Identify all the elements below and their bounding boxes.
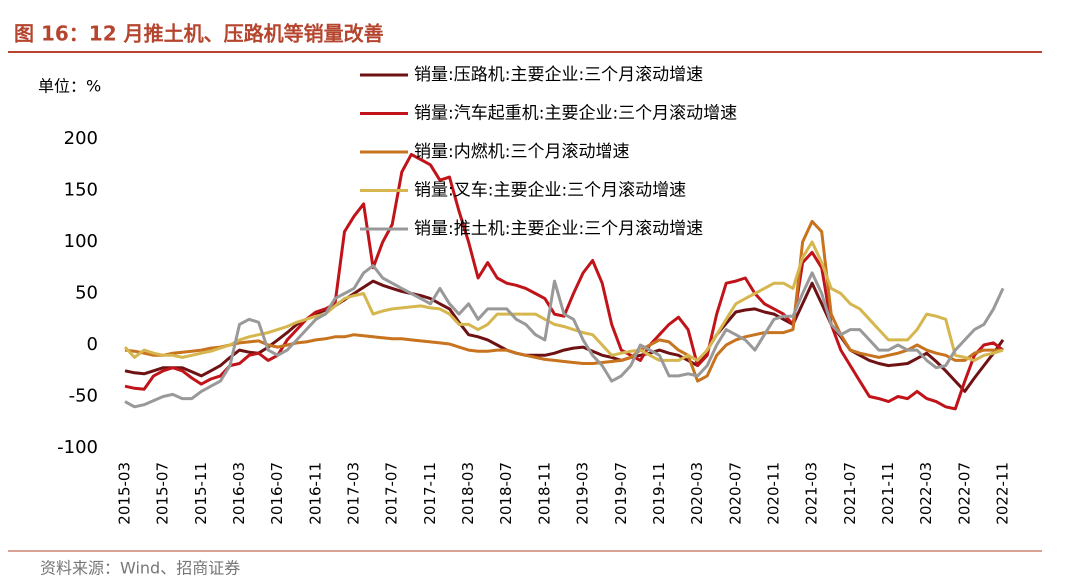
x-tick-label: 2018-11 <box>535 462 553 525</box>
x-tick-label: 2021-07 <box>841 462 859 525</box>
y-tick-label: -100 <box>57 437 98 458</box>
y-tick-label: 150 <box>64 180 98 201</box>
y-tick-label: 200 <box>64 128 98 149</box>
x-tick-label: 2020-07 <box>726 462 744 525</box>
legend-label: 销量:内燃机:三个月滚动增速 <box>414 142 629 162</box>
x-tick-label: 2021-11 <box>879 462 897 525</box>
plot: -100 -50 0 50 100 150 200 2015-03 2015-07 2015-11… <box>57 128 1011 525</box>
legend-label: 销量:压路机:主要企业:三个月滚动增速 <box>414 65 703 85</box>
x-tick-label: 2016-11 <box>306 462 324 525</box>
x-tick-label: 2018-03 <box>459 462 477 525</box>
series-line <box>123 240 1004 362</box>
x-tick-label: 2020-11 <box>764 462 782 525</box>
x-tick-label: 2016-07 <box>268 462 286 525</box>
x-tick-label: 2019-03 <box>574 462 592 525</box>
x-tick-label: 2016-03 <box>230 462 248 525</box>
x-tick-label: 2022-07 <box>955 462 973 525</box>
x-tick-label: 2022-11 <box>994 462 1012 525</box>
x-tick-label: 2017-11 <box>421 462 439 525</box>
x-tick-label: 2017-07 <box>383 462 401 525</box>
y-tick-label: 0 <box>87 334 98 355</box>
x-tick-label: 2021-03 <box>803 462 821 525</box>
x-tick-label: 2015-11 <box>192 462 210 525</box>
legend-label: 销量:推土机:主要企业:三个月滚动增速 <box>414 219 703 239</box>
series-line <box>124 219 1003 383</box>
x-tick-label: 2017-03 <box>345 462 363 525</box>
x-tick-label: 2018-07 <box>497 462 515 525</box>
y-tick-label: 50 <box>75 283 98 304</box>
x-tick-label: 2015-07 <box>154 462 172 525</box>
x-tick-label: 2022-03 <box>917 462 935 525</box>
y-tick-label: 100 <box>64 231 98 252</box>
x-tick-label: 2019-07 <box>612 462 630 525</box>
series-line <box>124 152 1004 411</box>
unit-label: 单位：% <box>38 77 101 96</box>
y-tick-label: -50 <box>69 386 98 407</box>
series-line <box>124 264 1005 409</box>
x-tick-label: 2020-03 <box>688 462 706 525</box>
source: 资料来源：Wind、招商证券 <box>40 559 240 578</box>
legend-label: 销量:叉车:主要企业:三个月滚动增速 <box>414 181 686 201</box>
chart-title: 图 16：12 月推土机、压路机等销量改善 <box>14 22 384 46</box>
x-tick-label: 2019-11 <box>650 462 668 525</box>
legend: 销量:压路机:主要企业:三个月滚动增速销量:汽车起重机:主要企业:三个月滚动增速… <box>360 65 737 239</box>
x-tick-label: 2015-03 <box>116 462 134 525</box>
legend-label: 销量:汽车起重机:主要企业:三个月滚动增速 <box>414 104 737 124</box>
